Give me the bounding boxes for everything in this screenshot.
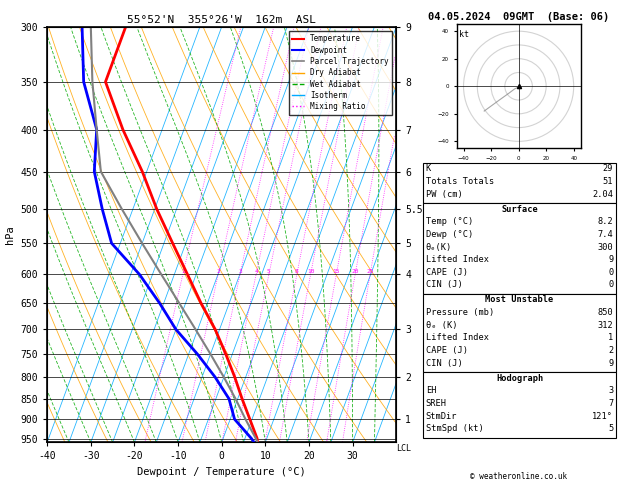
- Text: 9: 9: [608, 255, 613, 264]
- Text: 1: 1: [608, 333, 613, 343]
- Text: 10: 10: [307, 269, 314, 275]
- Text: Mixing Ratio (g/kg): Mixing Ratio (g/kg): [448, 249, 457, 344]
- Text: Lifted Index: Lifted Index: [426, 333, 489, 343]
- Text: 29: 29: [603, 164, 613, 174]
- Y-axis label: hPa: hPa: [5, 225, 15, 244]
- Text: 15: 15: [333, 269, 340, 275]
- Text: Temp (°C): Temp (°C): [426, 217, 473, 226]
- Text: LCL: LCL: [396, 444, 411, 453]
- Text: θₑ (K): θₑ (K): [426, 321, 457, 330]
- Text: CIN (J): CIN (J): [426, 359, 462, 368]
- Text: 1: 1: [181, 269, 185, 275]
- Title: 55°52'N  355°26'W  162m  ASL: 55°52'N 355°26'W 162m ASL: [127, 15, 316, 25]
- Legend: Temperature, Dewpoint, Parcel Trajectory, Dry Adiabat, Wet Adiabat, Isotherm, Mi: Temperature, Dewpoint, Parcel Trajectory…: [289, 31, 392, 115]
- Text: 2.04: 2.04: [593, 190, 613, 199]
- Text: StmSpd (kt): StmSpd (kt): [426, 424, 484, 434]
- Text: CIN (J): CIN (J): [426, 280, 462, 290]
- Text: Surface: Surface: [501, 205, 538, 214]
- Text: 0: 0: [608, 268, 613, 277]
- Text: 4: 4: [254, 269, 258, 275]
- Text: 7.4: 7.4: [598, 230, 613, 239]
- Text: 04.05.2024  09GMT  (Base: 06): 04.05.2024 09GMT (Base: 06): [428, 12, 610, 22]
- Text: Totals Totals: Totals Totals: [426, 177, 494, 186]
- Text: 2: 2: [216, 269, 220, 275]
- Text: © weatheronline.co.uk: © weatheronline.co.uk: [470, 472, 567, 481]
- Text: Hodograph: Hodograph: [496, 374, 543, 383]
- Text: 5: 5: [267, 269, 271, 275]
- Text: 7: 7: [608, 399, 613, 408]
- Text: K: K: [426, 164, 431, 174]
- Text: 0: 0: [608, 280, 613, 290]
- Text: 8: 8: [295, 269, 299, 275]
- Text: EH: EH: [426, 386, 437, 396]
- Text: 5: 5: [608, 424, 613, 434]
- Text: PW (cm): PW (cm): [426, 190, 462, 199]
- Text: 20: 20: [352, 269, 359, 275]
- Text: Dewp (°C): Dewp (°C): [426, 230, 473, 239]
- Text: 9: 9: [608, 359, 613, 368]
- Text: CAPE (J): CAPE (J): [426, 346, 468, 355]
- Y-axis label: km
ASL: km ASL: [425, 235, 443, 256]
- Text: 8.2: 8.2: [598, 217, 613, 226]
- Text: 3: 3: [608, 386, 613, 396]
- Text: 121°: 121°: [593, 412, 613, 421]
- Text: 51: 51: [603, 177, 613, 186]
- Text: kt: kt: [459, 31, 469, 39]
- Text: CAPE (J): CAPE (J): [426, 268, 468, 277]
- Text: StmDir: StmDir: [426, 412, 457, 421]
- Text: 850: 850: [598, 308, 613, 317]
- Text: 312: 312: [598, 321, 613, 330]
- Text: 300: 300: [598, 243, 613, 252]
- Text: Most Unstable: Most Unstable: [486, 295, 554, 305]
- Text: 25: 25: [367, 269, 374, 275]
- Text: Lifted Index: Lifted Index: [426, 255, 489, 264]
- Text: 3: 3: [238, 269, 242, 275]
- Text: Pressure (mb): Pressure (mb): [426, 308, 494, 317]
- Text: 2: 2: [608, 346, 613, 355]
- Text: θₑ(K): θₑ(K): [426, 243, 452, 252]
- X-axis label: Dewpoint / Temperature (°C): Dewpoint / Temperature (°C): [137, 467, 306, 477]
- Text: SREH: SREH: [426, 399, 447, 408]
